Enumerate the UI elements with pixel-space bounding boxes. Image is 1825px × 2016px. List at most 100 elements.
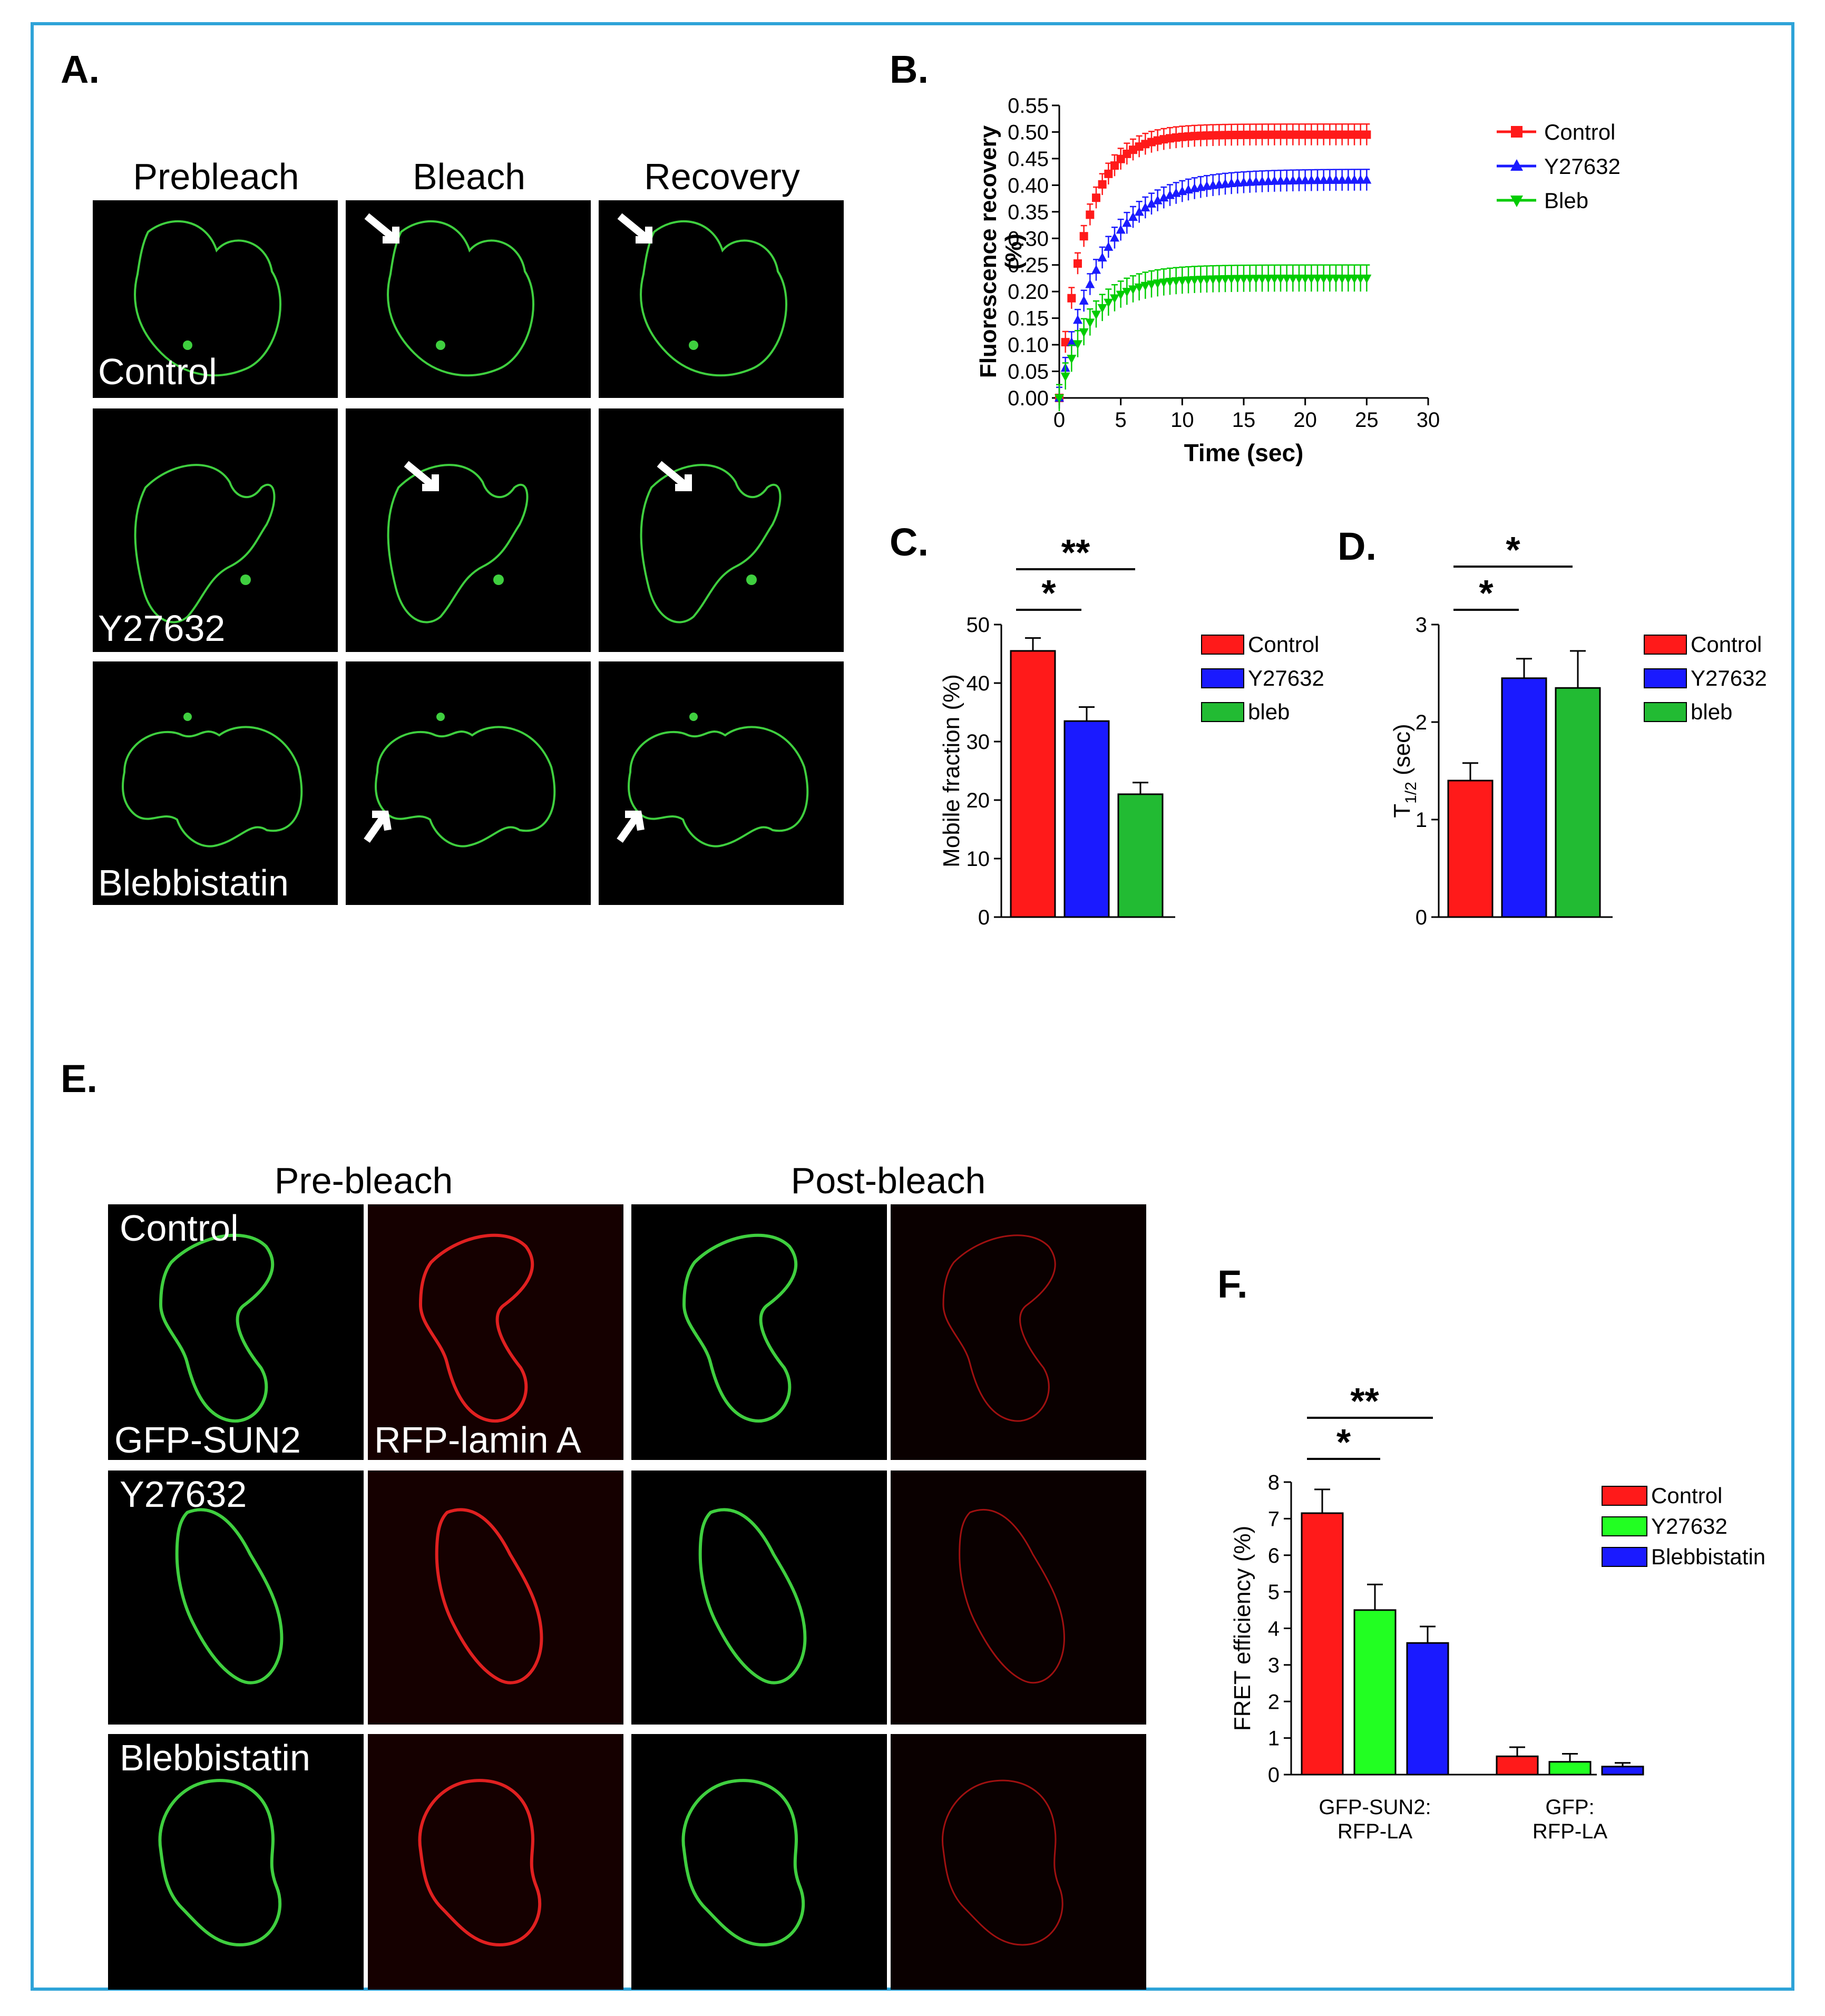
micrograph-y27632-post-bleach-rfp	[891, 1470, 1146, 1725]
group-label: RFP-LA	[1338, 1820, 1413, 1843]
chart-d: 0 1 2 3 Control Y27632 bleb * * T1/2 (sec)	[1381, 529, 1787, 938]
data-point	[1270, 176, 1280, 185]
y-tick-label: 0.55	[1008, 94, 1049, 118]
data-point	[1226, 275, 1236, 284]
micrograph-y27632-post-bleach-gfp	[631, 1470, 887, 1725]
data-point	[1331, 274, 1341, 284]
data-point	[1300, 175, 1310, 184]
y-tick-label: 1	[1268, 1727, 1280, 1750]
channel-label-gfp-sun2: GFP-SUN2	[114, 1419, 301, 1460]
row-label-blebbistatin: Blebbistatin	[120, 1737, 310, 1778]
micrograph-control-pre-bleach-rfp: RFP-lamin A	[368, 1204, 623, 1460]
data-point	[1147, 280, 1156, 290]
arrow-icon	[617, 213, 652, 244]
legend-label: bleb	[1248, 699, 1290, 724]
nucleus-image	[681, 1779, 805, 1947]
y-tick-label: 40	[967, 672, 990, 695]
significance-label: **	[1350, 1380, 1379, 1421]
micrograph-y27632-bleach	[346, 408, 591, 652]
y-axis-label: T1/2 (sec)	[1389, 724, 1420, 818]
data-point	[1085, 279, 1095, 288]
arrow-icon	[617, 811, 645, 843]
legend-label: Bleb	[1544, 188, 1588, 213]
significance-label: **	[1061, 532, 1090, 573]
legend-swatch	[1602, 1547, 1647, 1567]
chart-f: 0 1 2 3 4 5 6 7 8 FRET efficiency (%) GFP-SUN2: RFP…	[1212, 1328, 1792, 1866]
data-point	[1067, 355, 1077, 364]
nucleus-image	[435, 1508, 543, 1684]
data-point	[1313, 175, 1322, 184]
data-point	[1251, 177, 1261, 186]
legend-swatch	[1644, 668, 1687, 688]
data-point	[1282, 176, 1292, 185]
data-point	[1306, 175, 1316, 184]
panel-label-e: E.	[61, 1057, 97, 1100]
legend-swatch	[1644, 635, 1687, 655]
x-tick-label: 15	[1232, 408, 1256, 432]
nucleus-image	[175, 1508, 284, 1684]
y-tick-label: 2	[1416, 711, 1427, 734]
y-axis-label: FRET efficiency (%)	[1229, 1526, 1255, 1731]
legend-swatch	[1602, 1486, 1647, 1506]
legend-swatch	[1644, 702, 1687, 722]
panel-label-c: C.	[890, 520, 929, 564]
data-point	[1306, 275, 1316, 284]
data-point	[1116, 225, 1126, 234]
micrograph-y27632-prebleach: Y27632	[93, 408, 338, 652]
legend-label: Control	[1248, 632, 1319, 657]
bar-control	[1301, 1512, 1344, 1776]
group-label: GFP:	[1545, 1796, 1594, 1819]
series-bleb	[1055, 264, 1372, 412]
nuclear-envelope	[682, 1233, 798, 1423]
y-tick-label: 0.15	[1008, 307, 1049, 330]
nuclear-envelope	[418, 1233, 534, 1423]
data-point	[1110, 232, 1119, 242]
row-label-blebbistatin: Blebbistatin	[98, 862, 289, 903]
chart-b: 0.00 0.05 0.10 0.15 0.20 0.25 0.30 0.35 0.40 0.45…	[975, 94, 1697, 485]
bar-blebbistatin	[1601, 1766, 1644, 1776]
nucleus-image	[418, 1779, 542, 1947]
legend-label: Y27632	[1248, 666, 1324, 690]
data-point	[1055, 394, 1064, 403]
y-tick-label: 0.25	[1008, 254, 1049, 277]
data-point	[1116, 290, 1126, 300]
nuclear-envelope	[681, 1779, 805, 1947]
bar-y27632	[1353, 1609, 1397, 1776]
group-heading-post-bleach: Post-bleach	[790, 1160, 986, 1201]
data-point	[1362, 274, 1372, 284]
data-point	[1189, 276, 1199, 285]
y-tick-label: 0	[1268, 1764, 1280, 1787]
y-tick-label: 0.05	[1008, 361, 1049, 384]
data-point	[1079, 296, 1089, 305]
data-point	[1355, 174, 1365, 184]
x-tick-label: 20	[1293, 408, 1317, 432]
significance-label: *	[1506, 529, 1520, 570]
data-point	[1343, 174, 1353, 184]
data-point	[1294, 275, 1304, 284]
data-point	[1091, 310, 1101, 320]
bar-bleb	[1555, 687, 1601, 918]
data-point	[1233, 275, 1243, 284]
nucleus-image	[682, 1233, 798, 1423]
data-point	[1276, 176, 1285, 185]
nucleus-image	[418, 1233, 534, 1423]
y-tick-label: 0	[1416, 906, 1427, 929]
data-point	[1331, 174, 1341, 184]
x-tick-label: 0	[1053, 408, 1065, 432]
legend-label: Control	[1691, 632, 1762, 657]
y-tick-label: 0	[978, 906, 990, 929]
y-tick-label: 30	[967, 731, 990, 754]
row-label-control: Control	[120, 1207, 239, 1249]
data-point	[1319, 175, 1329, 184]
legend-swatch	[1602, 1516, 1647, 1536]
y-tick-label: 50	[967, 613, 990, 637]
data-point	[1073, 340, 1082, 349]
data-point	[1140, 281, 1150, 291]
arrow-icon	[364, 811, 392, 843]
data-point	[1104, 241, 1114, 251]
data-point	[1214, 275, 1224, 285]
micrograph-blebbistatin-pre-bleach-gfp: Blebbistatin	[108, 1734, 364, 1990]
data-point	[1337, 274, 1347, 284]
nuclear-envelope	[959, 1509, 1065, 1684]
column-heading-prebleach: Prebleach	[133, 156, 299, 197]
